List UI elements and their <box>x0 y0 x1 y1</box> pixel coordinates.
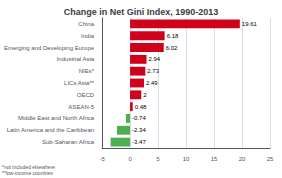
svg-text:5: 5 <box>156 156 160 162</box>
svg-text:Emerging and Developing Europe: Emerging and Developing Europe <box>4 45 95 51</box>
svg-text:NIEs*: NIEs* <box>79 68 95 74</box>
svg-text:Industrial Asia: Industrial Asia <box>57 56 95 62</box>
svg-text:25: 25 <box>267 156 274 162</box>
svg-text:-3.47: -3.47 <box>132 139 146 145</box>
svg-text:Change in Net Gini Index, 1990: Change in Net Gini Index, 1990-2013 <box>64 7 219 17</box>
svg-text:OECD: OECD <box>77 92 95 98</box>
svg-text:0: 0 <box>128 156 132 162</box>
svg-text:-5: -5 <box>99 156 105 162</box>
svg-text:2: 2 <box>143 92 147 98</box>
svg-text:6.18: 6.18 <box>167 33 179 39</box>
svg-text:10: 10 <box>183 156 190 162</box>
svg-text:Latin America and the Caribbea: Latin America and the Caribbean <box>7 127 94 133</box>
svg-text:**low-income countries: **low-income countries <box>2 170 53 176</box>
svg-text:ASEAN-5: ASEAN-5 <box>68 104 94 110</box>
svg-text:Middle East and North Africa: Middle East and North Africa <box>18 115 95 121</box>
svg-text:20: 20 <box>239 156 246 162</box>
svg-text:LICs Asia**: LICs Asia** <box>64 80 95 86</box>
svg-text:India: India <box>81 33 95 39</box>
svg-text:0.48: 0.48 <box>135 104 147 110</box>
svg-text:6.02: 6.02 <box>166 45 178 51</box>
svg-text:2.94: 2.94 <box>149 56 161 62</box>
svg-text:2.73: 2.73 <box>147 68 159 74</box>
svg-text:Sub-Saharan Africa: Sub-Saharan Africa <box>42 139 95 145</box>
svg-text:2.49: 2.49 <box>146 80 158 86</box>
svg-text:-2.34: -2.34 <box>132 127 146 133</box>
svg-text:15: 15 <box>211 156 218 162</box>
svg-text:19.61: 19.61 <box>242 21 258 27</box>
svg-text:China: China <box>78 21 94 27</box>
svg-text:-0.74: -0.74 <box>132 115 146 121</box>
svg-text:*not included elsewhere: *not included elsewhere <box>2 164 56 170</box>
